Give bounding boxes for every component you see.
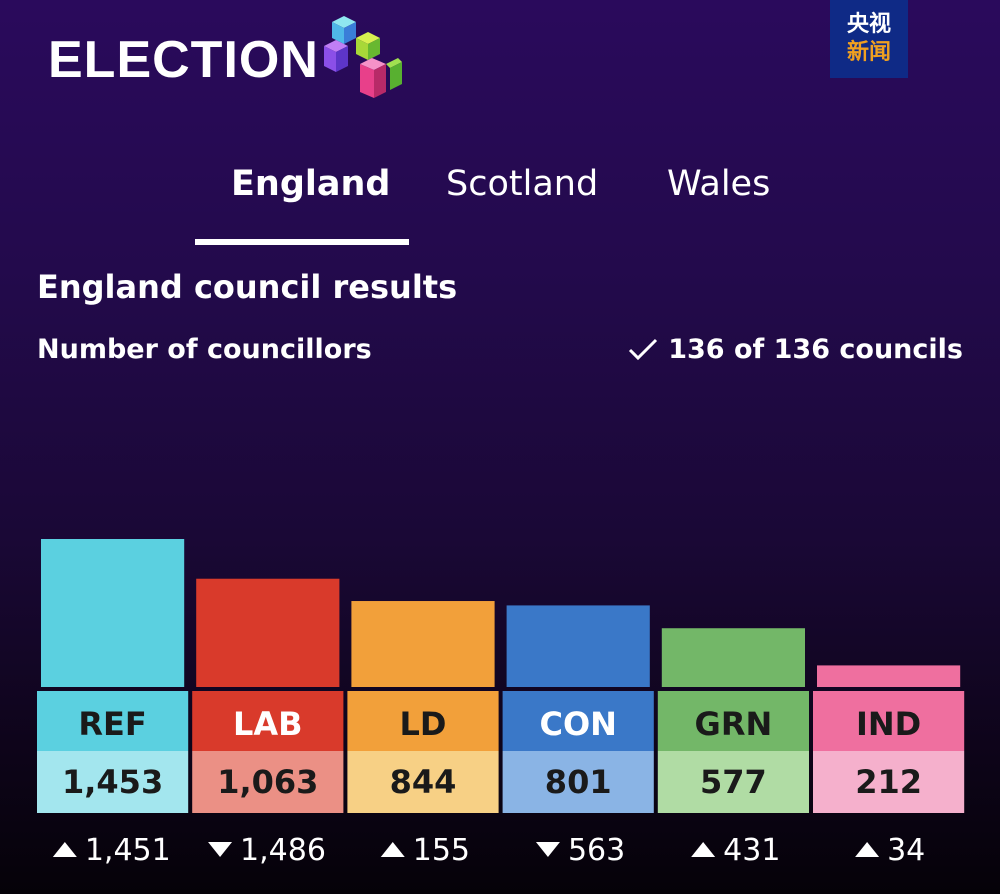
election-cubes-logo-icon: [324, 16, 402, 98]
tab-wales[interactable]: Wales: [667, 164, 771, 204]
change-label-lab: 1,486: [240, 833, 326, 868]
party-label-box-ind: [813, 691, 965, 751]
bar-lab: [196, 578, 340, 687]
change-label-ld: 155: [413, 833, 470, 868]
triangle-down-icon: [535, 842, 560, 857]
value-label-con: 801: [545, 763, 612, 801]
value-box-ind: [813, 751, 965, 813]
value-box-con: [502, 751, 654, 813]
party-label-grn: GRN: [695, 705, 773, 743]
badge-line-2: 新闻: [846, 40, 891, 65]
councils-declared: 136 of 136 councils: [628, 334, 963, 365]
value-label-grn: 577: [700, 763, 767, 801]
triangle-up-icon: [52, 842, 77, 857]
value-box-lab: [192, 751, 344, 813]
bar-ld: [351, 601, 495, 687]
chart-subtitle: Number of councillors: [37, 334, 372, 365]
chart-title: England council results: [37, 268, 458, 306]
party-label-box-grn: [657, 691, 809, 751]
tab-scotland[interactable]: Scotland: [446, 164, 599, 204]
triangle-up-icon: [855, 842, 880, 857]
value-label-ref: 1,453: [62, 763, 163, 801]
party-label-ld: LD: [400, 705, 447, 743]
region-tabs: England Scotland Wales: [0, 160, 1000, 250]
party-label-box-lab: [192, 691, 344, 751]
value-label-ld: 844: [390, 763, 457, 801]
councils-declared-label: 136 of 136 councils: [668, 334, 963, 365]
party-label-box-con: [502, 691, 654, 751]
change-label-ind: 34: [887, 833, 925, 868]
cctv-news-badge: 央视 新闻: [830, 0, 908, 78]
bar-ref: [41, 539, 185, 687]
change-label-grn: 431: [723, 833, 780, 868]
value-box-ld: [347, 751, 499, 813]
party-label-ind: IND: [856, 705, 921, 743]
bar-grn: [661, 628, 805, 687]
tab-england[interactable]: England: [231, 164, 391, 204]
party-label-ref: REF: [78, 705, 146, 743]
value-label-lab: 1,063: [217, 763, 318, 801]
badge-line-1: 央视: [846, 12, 891, 37]
bar-ind: [817, 665, 961, 687]
checkmark-icon: [629, 338, 658, 360]
party-label-box-ref: [37, 691, 189, 751]
party-label-box-ld: [347, 691, 499, 751]
triangle-up-icon: [380, 842, 405, 857]
triangle-up-icon: [691, 842, 716, 857]
party-label-lab: LAB: [233, 705, 303, 743]
value-label-ind: 212: [855, 763, 922, 801]
triangle-down-icon: [208, 842, 233, 857]
bar-con: [506, 605, 650, 687]
party-label-con: CON: [539, 705, 616, 743]
change-label-ref: 1,451: [85, 833, 171, 868]
active-tab-indicator: [195, 239, 409, 245]
election-logo-text: ELECTION: [48, 31, 319, 89]
value-box-grn: [657, 751, 809, 813]
change-label-con: 563: [568, 833, 625, 868]
value-box-ref: [37, 751, 189, 813]
